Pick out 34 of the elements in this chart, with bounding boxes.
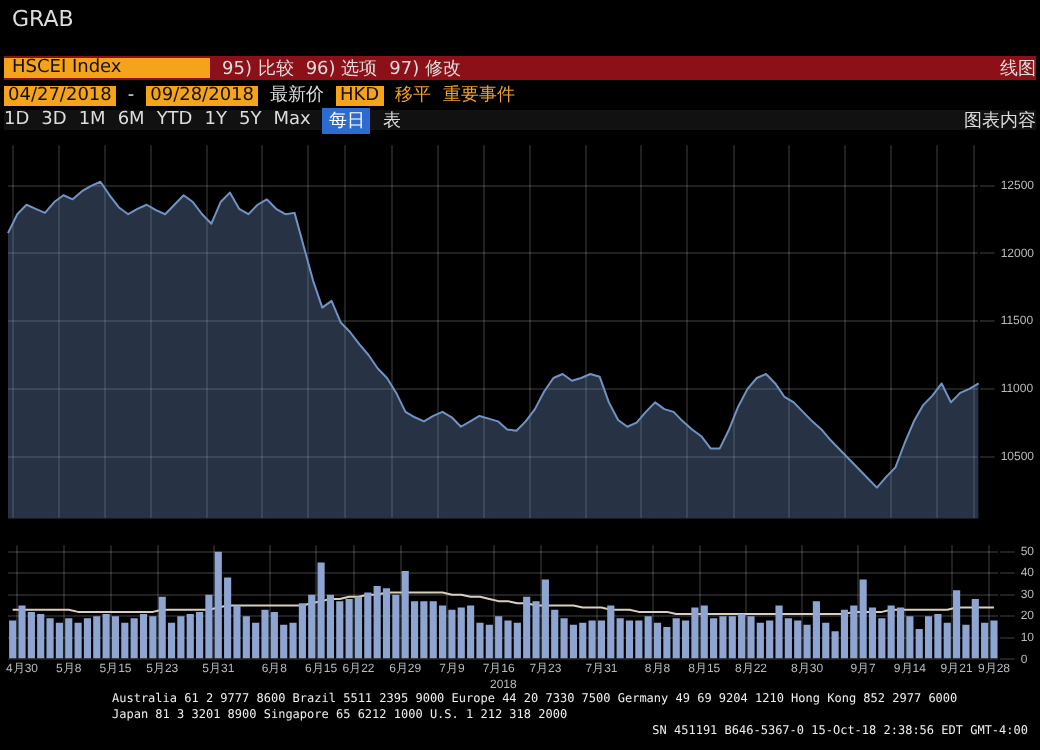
text: 09/28/2018 <box>146 85 258 105</box>
text: 6M <box>117 110 145 130</box>
bar <box>382 588 391 659</box>
bar <box>840 609 849 659</box>
bar <box>139 614 148 659</box>
text: 1M <box>78 110 106 130</box>
chart-title: HSCEI Index <box>4 58 210 78</box>
text: 移平 <box>395 83 432 108</box>
text: 1Y <box>204 110 227 130</box>
text: HKD <box>336 85 384 105</box>
text: YTD <box>156 110 193 130</box>
bar <box>653 622 662 659</box>
text: 最新价 <box>270 83 324 108</box>
bar <box>111 616 120 659</box>
text: 1D <box>4 110 30 130</box>
text: - <box>127 85 135 105</box>
text: 线图 <box>1000 57 1036 81</box>
text: 95) 比较 <box>222 57 294 81</box>
text: GRAB <box>12 6 74 32</box>
bar <box>896 607 905 659</box>
bar <box>83 618 92 659</box>
text: 每日 <box>322 107 371 133</box>
text: 04/27/2018 <box>4 85 116 105</box>
bar <box>924 616 933 659</box>
bar <box>354 596 363 659</box>
text: 97) 修改 <box>389 57 461 81</box>
text: 重要事件 <box>443 83 516 108</box>
bar <box>625 620 634 659</box>
text: Max <box>273 110 311 130</box>
text: 96) 选项 <box>305 57 378 81</box>
text: 图表内容 <box>964 109 1036 133</box>
text: 表 <box>382 109 401 133</box>
text: 3D <box>41 110 67 130</box>
text: 5Y <box>238 110 262 130</box>
